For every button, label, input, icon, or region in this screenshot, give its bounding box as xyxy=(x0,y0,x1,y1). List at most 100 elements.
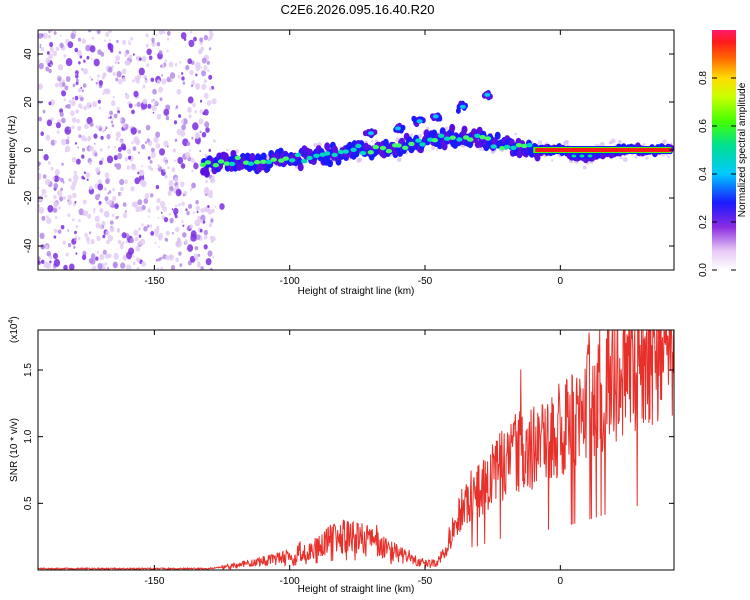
noise-blob xyxy=(127,148,132,154)
noise-blob xyxy=(61,117,66,124)
noise-blob xyxy=(65,252,69,257)
noise-blob xyxy=(74,230,77,235)
bottom-x-tick-label: 0 xyxy=(558,576,564,587)
noise-blob xyxy=(187,106,192,113)
noise-blob xyxy=(89,76,91,79)
noise-blob xyxy=(107,42,112,48)
noise-blob xyxy=(53,175,60,183)
branch-blob xyxy=(400,124,406,131)
noise-blob xyxy=(112,115,115,118)
noise-blob xyxy=(192,122,199,131)
noise-blob xyxy=(164,174,167,178)
noise-blob xyxy=(42,32,48,39)
noise-blob xyxy=(185,65,190,71)
noise-blob xyxy=(102,249,107,255)
noise-blob xyxy=(93,142,96,145)
noise-blob xyxy=(46,51,50,55)
noise-blob xyxy=(78,134,82,139)
noise-blob xyxy=(132,255,135,258)
noise-blob xyxy=(83,59,86,63)
noise-blob xyxy=(134,75,139,82)
noise-blob xyxy=(165,230,170,236)
noise-blob xyxy=(99,160,103,165)
noise-blob xyxy=(208,74,213,80)
noise-blob xyxy=(168,180,174,187)
trace-halo xyxy=(431,146,436,151)
noise-blob xyxy=(161,74,164,77)
noise-blob xyxy=(77,125,82,131)
noise-blob xyxy=(151,99,154,103)
noise-blob xyxy=(49,260,52,264)
noise-blob xyxy=(75,224,79,229)
trace-core xyxy=(301,159,308,164)
top-x-tick-label: -100 xyxy=(280,276,300,287)
noise-blob xyxy=(175,181,178,185)
noise-blob xyxy=(214,205,217,208)
noise-blob xyxy=(146,48,152,56)
trace-core xyxy=(526,143,533,148)
noise-blob xyxy=(209,32,214,38)
noise-blob xyxy=(200,214,206,221)
trace-core xyxy=(217,159,225,164)
trace-halo xyxy=(667,155,670,159)
branch-core xyxy=(416,119,423,124)
noise-blob xyxy=(122,39,127,45)
noise-blob xyxy=(73,245,76,249)
noise-blob xyxy=(111,117,114,120)
bottom-y-tick-label: 0.5 xyxy=(23,496,34,510)
trace-halo xyxy=(537,140,543,145)
noise-blob xyxy=(136,257,141,263)
noise-blob xyxy=(102,234,106,239)
noise-blob xyxy=(49,46,55,53)
noise-blob xyxy=(132,146,137,151)
noise-blob xyxy=(39,44,42,47)
noise-blob xyxy=(168,61,174,68)
noise-blob xyxy=(120,186,124,192)
noise-blob xyxy=(93,58,100,67)
noise-blob xyxy=(124,157,129,162)
noise-blob xyxy=(188,114,192,119)
noise-blob xyxy=(211,208,215,214)
noise-blob xyxy=(165,115,170,121)
noise-blob xyxy=(106,134,111,140)
noise-blob xyxy=(90,238,95,245)
noise-blob xyxy=(102,266,106,270)
noise-blob xyxy=(115,163,122,170)
noise-blob xyxy=(182,118,188,125)
noise-blob xyxy=(201,70,207,77)
trace-halo xyxy=(642,143,646,146)
trace-halo xyxy=(619,156,623,160)
noise-blob xyxy=(174,108,177,110)
noise-blob xyxy=(181,220,184,224)
top-x-tick-label: -150 xyxy=(144,276,164,287)
colorbar-tick-label: 0.0 xyxy=(698,263,709,277)
noise-blob xyxy=(180,181,185,187)
noise-blob xyxy=(95,222,101,229)
noise-blob xyxy=(77,37,82,42)
trace-halo xyxy=(662,139,667,144)
noise-blob xyxy=(93,210,96,214)
noise-blob xyxy=(148,55,153,61)
noise-blob xyxy=(198,118,204,125)
noise-blob xyxy=(163,140,169,147)
noise-blob xyxy=(137,151,140,154)
noise-blob xyxy=(46,251,52,257)
noise-blob xyxy=(168,213,171,216)
noise-blob xyxy=(106,155,114,164)
noise-blob xyxy=(85,172,91,179)
noise-blob xyxy=(117,79,123,85)
noise-blob xyxy=(154,241,157,245)
noise-blob xyxy=(99,253,105,260)
noise-blob xyxy=(177,74,181,79)
noise-blob xyxy=(134,203,137,207)
noise-blob xyxy=(76,78,79,83)
noise-blob xyxy=(70,99,76,107)
trace-core xyxy=(350,147,357,152)
noise-blob xyxy=(41,193,44,197)
noise-blob xyxy=(150,231,155,236)
noise-blob xyxy=(69,263,75,270)
noise-blob xyxy=(121,232,127,239)
noise-blob xyxy=(167,191,172,197)
noise-blob xyxy=(38,260,41,265)
noise-blob xyxy=(160,211,163,214)
